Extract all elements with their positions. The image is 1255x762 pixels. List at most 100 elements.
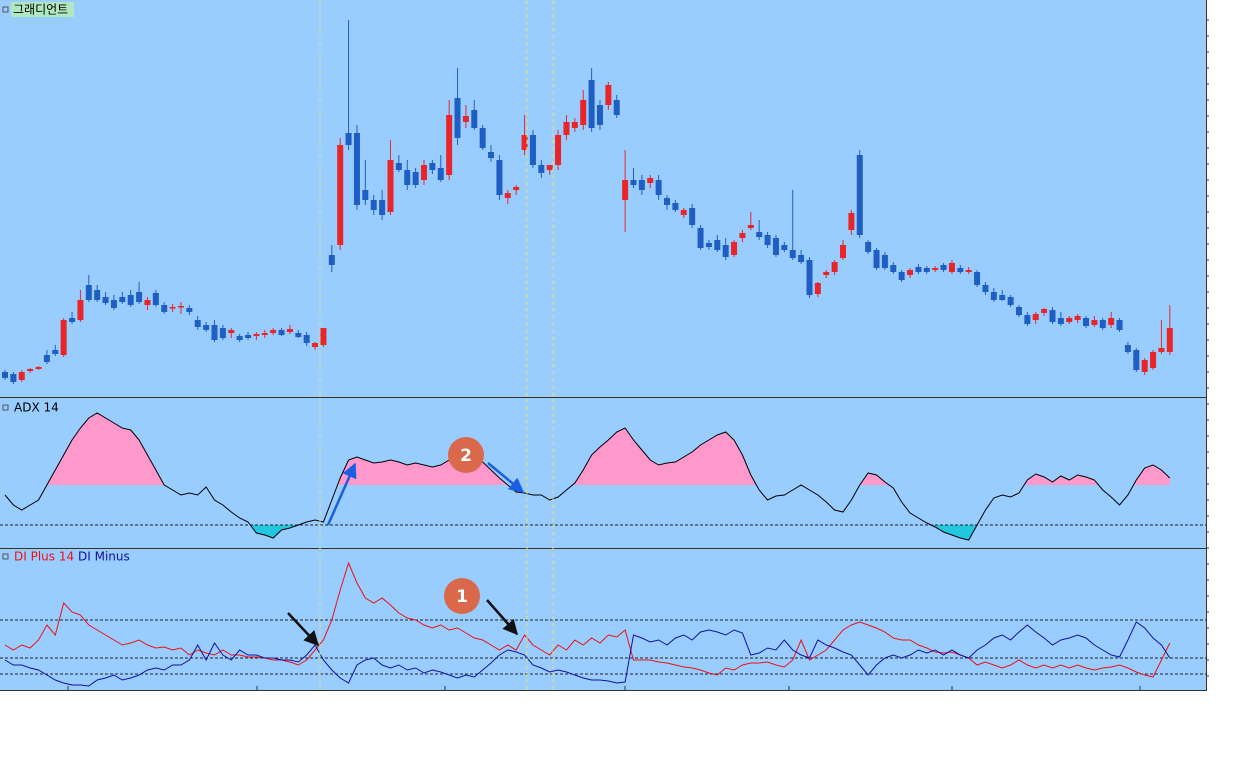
arrow: [326, 462, 357, 526]
candle-body: [1124, 345, 1131, 352]
candle-body: [127, 295, 134, 305]
candle-body: [907, 270, 914, 275]
series-line: [4, 561, 1171, 678]
candle-body: [915, 267, 922, 272]
candle-body: [1007, 297, 1014, 305]
candle-body: [965, 270, 972, 272]
annotation: 1 2: [444, 437, 484, 614]
candle-body: [1150, 352, 1157, 368]
candle-body: [303, 335, 310, 343]
candle-body: [580, 100, 587, 125]
candle-body: [647, 178, 654, 183]
candle-body: [94, 290, 101, 300]
candle-body: [496, 160, 503, 195]
panel-titles: 그래디언트 ADX 14 DI Plus 14 DI Minus: [2, 2, 130, 564]
candle-body: [77, 300, 84, 320]
candle-body: [990, 292, 997, 300]
candle-body: [2, 372, 8, 378]
candle-body: [471, 110, 478, 128]
candle-body: [563, 122, 570, 135]
candle-body: [722, 245, 729, 257]
candle-body: [873, 250, 880, 268]
candle-body: [421, 165, 427, 180]
candle-body: [328, 255, 335, 265]
threshold-fill: [5, 413, 1170, 485]
candle-body: [454, 98, 461, 138]
candle-body: [731, 242, 738, 255]
candle-body: [437, 168, 444, 180]
title-background: [11, 2, 74, 17]
candle-body: [85, 285, 92, 300]
candle-body: [504, 193, 511, 198]
arrow: [486, 599, 518, 636]
candle-body: [638, 180, 645, 190]
candle-body: [714, 240, 721, 250]
candle-body: [1158, 348, 1165, 352]
candle-body: [387, 160, 394, 212]
arrows: [287, 462, 525, 647]
candle-body: [236, 336, 243, 340]
candle-body: [613, 100, 620, 115]
panel-title: 그래디언트: [13, 3, 68, 17]
panel-icon: [2, 6, 9, 13]
candle-body: [529, 135, 536, 165]
candle-body: [999, 295, 1006, 300]
candle-body: [521, 135, 528, 150]
candle-body: [261, 333, 268, 335]
candle-body: [1099, 320, 1106, 328]
candle-body: [546, 165, 553, 170]
candle-body: [345, 133, 352, 145]
candle-body: [1166, 328, 1173, 352]
candle-body: [211, 325, 218, 340]
candle-body: [1108, 318, 1115, 325]
candle-body: [219, 328, 226, 338]
candle-body: [1133, 350, 1140, 370]
candle-body: [974, 272, 981, 285]
annotation-badge: [448, 437, 484, 473]
candle-body: [60, 320, 67, 355]
plot-background: [0, 0, 1206, 690]
candle-body: [957, 268, 964, 272]
candle-body: [747, 225, 754, 228]
candle-body: [865, 242, 872, 252]
candle-body: [705, 243, 712, 247]
candle-body: [756, 232, 763, 237]
candle-body: [772, 238, 779, 255]
candle-body: [1066, 318, 1073, 322]
candle-body: [664, 198, 671, 205]
candle-body: [412, 172, 419, 185]
candle-body: [462, 116, 469, 122]
candle-body: [831, 262, 838, 272]
candle-body: [362, 190, 369, 200]
candle-body: [136, 292, 143, 302]
candle-body: [513, 187, 520, 190]
candle-body: [186, 308, 193, 312]
candle-body: [161, 305, 168, 312]
candle-body: [43, 355, 50, 362]
candle-body: [932, 268, 939, 270]
arrow: [487, 462, 525, 493]
candle-body: [672, 203, 679, 210]
candle-body: [203, 325, 210, 330]
candle-body: [1057, 318, 1064, 324]
candle-body: [680, 210, 687, 215]
candle-body: [814, 283, 821, 294]
candle-body: [1032, 314, 1039, 320]
candle-body: [571, 122, 578, 128]
annotation-label: 1: [456, 587, 468, 607]
candle-body: [856, 155, 863, 235]
candle-body: [1049, 310, 1056, 322]
candle-body: [781, 245, 788, 250]
candle-body: [110, 300, 117, 308]
candle-body: [1141, 360, 1148, 372]
annotation-label: 2: [460, 446, 472, 466]
candle-body: [488, 152, 495, 158]
candle-body: [655, 180, 662, 195]
candle-body: [923, 268, 930, 272]
candle-body: [697, 228, 704, 248]
candle-body: [102, 297, 109, 303]
candle-body: [245, 335, 252, 338]
candle-body: [1074, 316, 1081, 320]
candle-body: [286, 329, 293, 332]
candle-body: [152, 293, 159, 305]
